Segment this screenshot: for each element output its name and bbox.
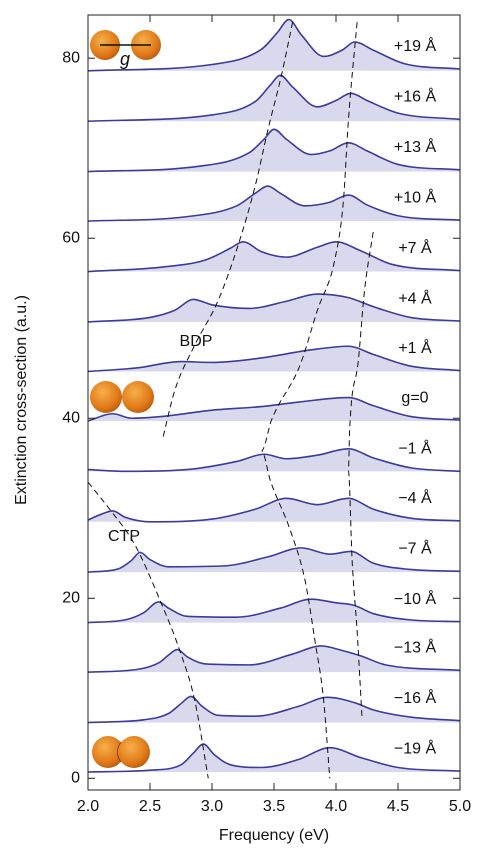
area xyxy=(88,498,460,522)
peak-track xyxy=(261,22,358,779)
legend-label: +16 Å xyxy=(394,87,437,106)
annotation: BDP xyxy=(180,333,213,350)
area xyxy=(88,19,460,71)
spectrum-line xyxy=(87,598,461,624)
peak-track xyxy=(347,231,374,719)
spectrum-line xyxy=(87,128,461,173)
x-tick-label: 4.0 xyxy=(325,798,347,815)
legend-label: −7 Å xyxy=(398,538,432,557)
spectrum-line xyxy=(87,497,461,523)
x-tick-label: 5.0 xyxy=(449,798,471,815)
annotation: CTP xyxy=(108,528,140,545)
spectrum-line xyxy=(87,396,461,422)
legend-label: −16 Å xyxy=(394,688,437,707)
spectrum-line xyxy=(87,448,461,473)
spectrum-line xyxy=(87,547,461,573)
icon-overlapping xyxy=(92,736,150,768)
legend-label: −10 Å xyxy=(394,589,437,608)
area xyxy=(88,186,460,222)
area xyxy=(88,241,460,272)
area xyxy=(88,645,460,673)
legend-label: +13 Å xyxy=(394,137,437,156)
area xyxy=(88,129,460,172)
area xyxy=(88,599,460,623)
spectrum-line xyxy=(87,18,461,72)
y-tick-label: 0 xyxy=(71,770,80,787)
spectrum-line xyxy=(87,743,461,773)
spectrum-line xyxy=(87,645,461,673)
icon-separated: g xyxy=(90,30,161,69)
spectrum-line xyxy=(87,695,461,724)
legend-label: +4 Å xyxy=(398,288,432,307)
area xyxy=(88,696,460,723)
legend-label: −13 Å xyxy=(394,638,437,657)
area xyxy=(88,547,460,573)
icon-touching xyxy=(90,381,154,413)
legend-label: +7 Å xyxy=(398,238,432,257)
x-tick-label: 2.0 xyxy=(77,798,99,815)
area xyxy=(88,448,460,472)
y-tick-label: 80 xyxy=(62,49,80,66)
spectrum-line xyxy=(87,241,461,273)
legend-label: −19 Å xyxy=(394,738,437,757)
peak-track xyxy=(161,22,294,440)
legend-label: −1 Å xyxy=(398,439,432,458)
legend-label: g=0 xyxy=(401,389,428,406)
y-axis-title: Extinction cross-section (a.u.) xyxy=(13,295,30,505)
plot-area xyxy=(87,18,461,779)
spectrum-line xyxy=(87,293,461,323)
spectrum-line xyxy=(87,345,461,373)
y-tick-label: 40 xyxy=(62,409,80,426)
area xyxy=(88,294,460,322)
peak-track xyxy=(87,481,209,779)
spectrum-line xyxy=(87,185,461,222)
y-tick-label: 20 xyxy=(62,589,80,606)
x-tick-label: 4.5 xyxy=(387,798,409,815)
x-axis-title: Frequency (eV) xyxy=(219,827,329,844)
x-tick-label: 2.5 xyxy=(139,798,161,815)
x-tick-label: 3.0 xyxy=(201,798,223,815)
icon-label: g xyxy=(120,49,130,69)
area xyxy=(88,75,460,122)
legend-label: +1 Å xyxy=(398,338,432,357)
legend-label: −4 Å xyxy=(398,488,432,507)
y-tick-label: 60 xyxy=(62,229,80,246)
legend-label: +10 Å xyxy=(394,187,437,206)
legend-label: +19 Å xyxy=(394,36,437,55)
spectrum-line xyxy=(87,74,461,123)
x-tick-label: 3.5 xyxy=(263,798,285,815)
